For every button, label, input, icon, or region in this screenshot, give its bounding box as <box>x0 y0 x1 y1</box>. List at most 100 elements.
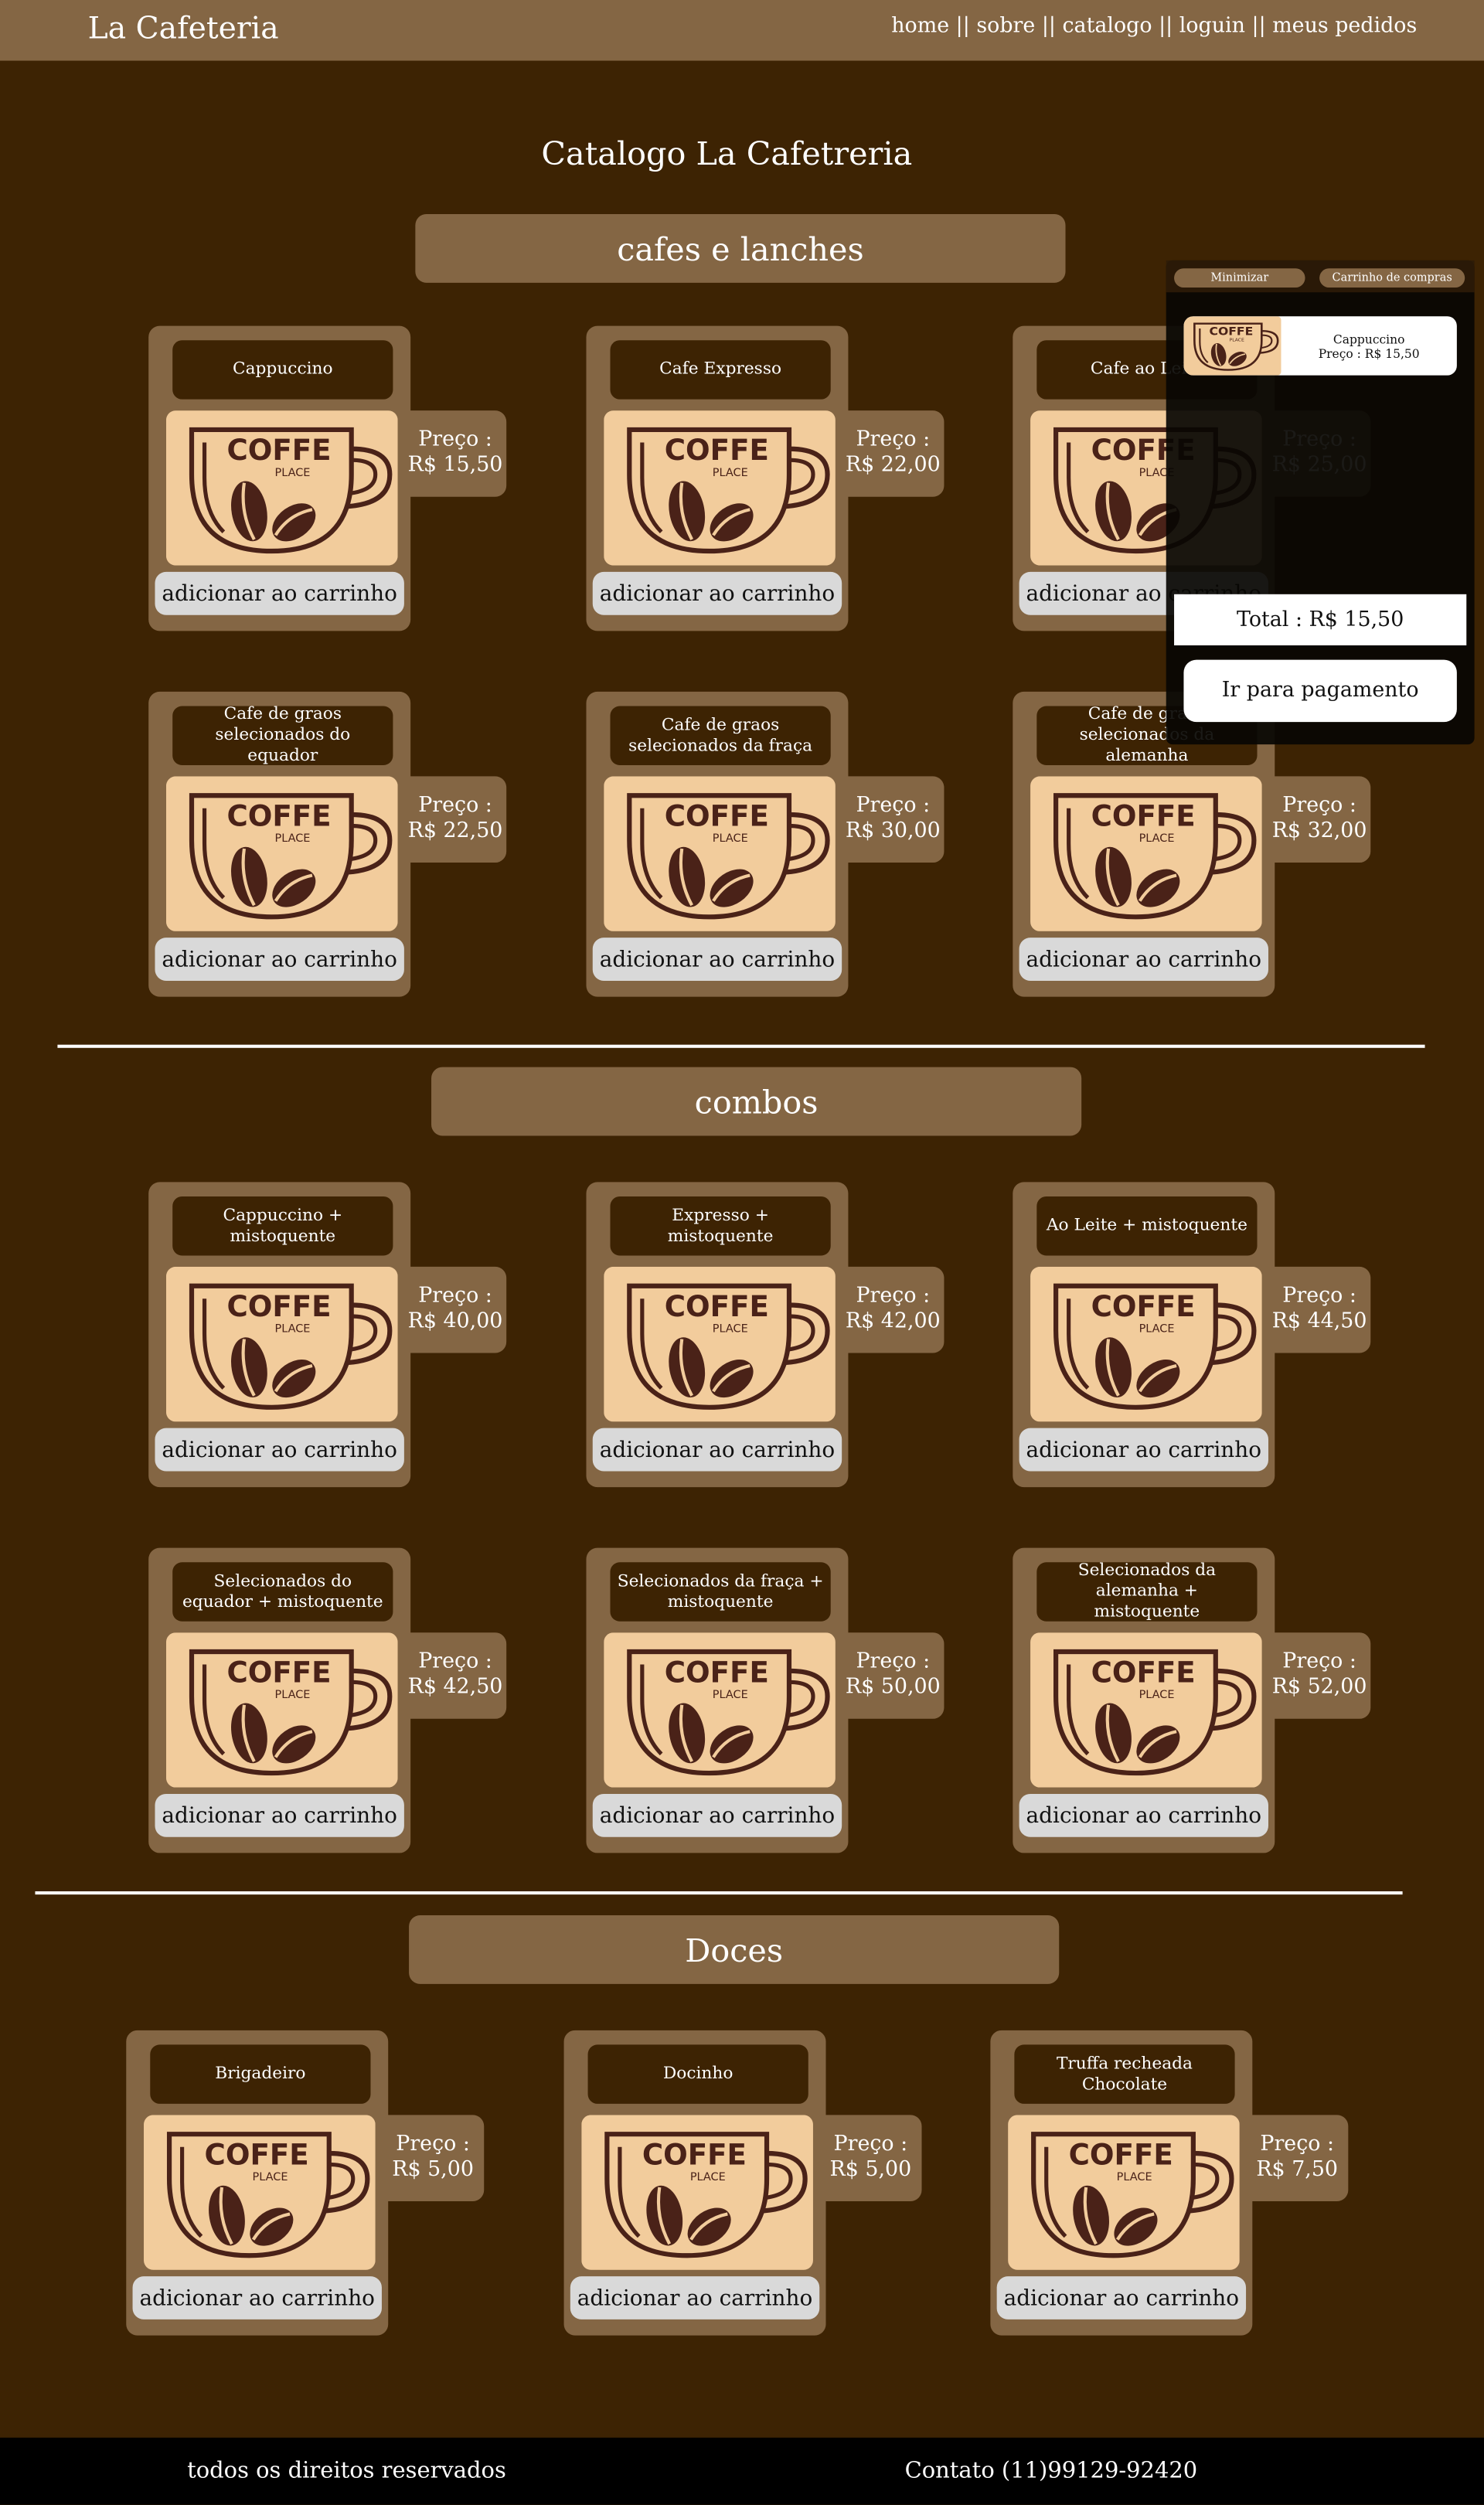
price-box: Preço : R$ 42,50 <box>403 1632 507 1719</box>
nav-link[interactable]: meus pedidos <box>1272 14 1418 39</box>
logo-image: COFFE PLACE <box>604 410 836 566</box>
cart-item-text: Cappuccino Preço : R$ 15,50 <box>1281 316 1457 375</box>
nav-link[interactable]: sobre <box>976 14 1036 39</box>
product-name: Selecionados do equador + mistoquente <box>172 1562 393 1622</box>
add-to-cart-button[interactable]: adicionar ao carrinho <box>1019 938 1268 981</box>
price-box: Preço : R$ 30,00 <box>842 776 945 863</box>
header: La Cafeteria home || sobre || catalogo ||… <box>0 0 1484 61</box>
logo-word: COFFE <box>205 2137 309 2171</box>
price-box: Preço : R$ 50,00 <box>842 1632 945 1719</box>
price: R$ 7,50 <box>1256 2158 1339 2183</box>
coffee-logo: COFFE PLACE <box>1030 776 1262 931</box>
nav-separator: || <box>1041 14 1056 39</box>
logo-word: COFFE <box>665 433 769 467</box>
section-header: combos <box>431 1067 1082 1136</box>
page-title: Catalogo La Cafetreria <box>541 134 913 173</box>
nav-link[interactable]: home <box>891 14 950 39</box>
price-label: Preço : <box>856 794 931 819</box>
checkout-button[interactable]: Ir para pagamento <box>1183 659 1457 723</box>
price: R$ 42,50 <box>407 1676 503 1700</box>
logo-sub: PLACE <box>274 467 310 479</box>
price: R$ 42,00 <box>845 1309 941 1334</box>
logo-sub: PLACE <box>690 2171 726 2183</box>
add-to-cart-button[interactable]: adicionar ao carrinho <box>1019 1428 1268 1472</box>
price-label: Preço : <box>418 1284 492 1309</box>
add-to-cart-button[interactable]: adicionar ao carrinho <box>592 571 842 615</box>
coffee-logo: COFFE PLACE <box>1183 316 1281 376</box>
product-name: Cafe de graos selecionados do equador <box>172 704 393 765</box>
price-box: Preço : R$ 42,00 <box>842 1266 945 1353</box>
add-to-cart-button[interactable]: adicionar ao carrinho <box>155 1428 404 1472</box>
add-to-cart-button[interactable]: adicionar ao carrinho <box>996 2276 1247 2320</box>
add-to-cart-button[interactable]: adicionar ao carrinho <box>592 1793 842 1837</box>
price-box: Preço : R$ 5,00 <box>381 2115 485 2201</box>
logo-word: COFFE <box>226 433 331 467</box>
logo-image: COFFE PLACE <box>1030 1266 1262 1422</box>
add-to-cart-button[interactable]: adicionar ao carrinho <box>155 571 404 615</box>
brand: La Cafeteria <box>87 11 279 46</box>
logo-image: COFFE PLACE <box>581 2115 813 2270</box>
logo-word: COFFE <box>665 1289 769 1323</box>
coffee-logo: COFFE PLACE <box>1030 1632 1262 1788</box>
logo-image: COFFE PLACE <box>1030 1632 1262 1788</box>
logo-sub: PLACE <box>713 1323 748 1336</box>
cart-item: COFFE PLACE Cappuccino Preço : R$ 15,50 <box>1183 316 1457 376</box>
product-name: Selecionados da alemanha + mistoquente <box>1036 1561 1258 1622</box>
logo-image: COFFE PLACE <box>1183 316 1281 376</box>
logo-sub: PLACE <box>1117 2171 1152 2183</box>
cart-title-button[interactable]: Carrinho de compras <box>1319 268 1465 288</box>
price-label: Preço : <box>856 1284 931 1309</box>
price: R$ 5,00 <box>829 2158 912 2183</box>
section-divider <box>57 1044 1425 1048</box>
logo-word: COFFE <box>1091 1289 1196 1323</box>
add-to-cart-button[interactable]: adicionar ao carrinho <box>132 2276 382 2320</box>
nav-separator: || <box>1159 14 1173 39</box>
product-card: Docinho COFFE PLACE Preço : R$ 5,00 adicio… <box>563 2030 922 2336</box>
cart-item-price: Preço : R$ 15,50 <box>1318 345 1420 361</box>
price: R$ 22,00 <box>845 453 941 478</box>
logo-image: COFFE PLACE <box>165 776 398 931</box>
price-box: Preço : R$ 22,00 <box>842 410 945 497</box>
logo-image: COFFE PLACE <box>604 1632 836 1788</box>
logo-sub: PLACE <box>253 2171 288 2183</box>
price-label: Preço : <box>856 1649 931 1674</box>
price-label: Preço : <box>1282 1284 1356 1309</box>
product-card: Cafe de graos selecionados do equador CO… <box>148 691 507 997</box>
minimize-button[interactable]: Minimizar <box>1174 268 1305 288</box>
cart-item-name: Cappuccino <box>1333 331 1405 346</box>
footer-contact: Contato (11)99129-92420 <box>904 2458 1198 2484</box>
nav-separator: || <box>955 14 970 39</box>
price-box: Preço : R$ 5,00 <box>819 2115 922 2201</box>
add-to-cart-button[interactable]: adicionar ao carrinho <box>570 2276 820 2320</box>
product-name: Cappuccino <box>172 340 393 400</box>
footer: todos os direitos reservados Contato (11)… <box>0 2437 1484 2505</box>
coffee-logo: COFFE PLACE <box>604 410 836 566</box>
add-to-cart-button[interactable]: adicionar ao carrinho <box>592 938 842 981</box>
add-to-cart-button[interactable]: adicionar ao carrinho <box>1019 1793 1268 1837</box>
logo-word: COFFE <box>1091 1655 1196 1689</box>
product-name: Truffa recheada Chocolate <box>1014 2044 1235 2104</box>
logo-image: COFFE PLACE <box>1008 2115 1240 2270</box>
logo-image: COFFE PLACE <box>144 2115 376 2270</box>
add-to-cart-button[interactable]: adicionar ao carrinho <box>155 938 404 981</box>
add-to-cart-button[interactable]: adicionar ao carrinho <box>592 1428 842 1472</box>
product-card: Cappuccino COFFE PLACE Preço : R$ 15,50 ad… <box>148 325 507 631</box>
nav-link[interactable]: catalogo <box>1062 14 1152 39</box>
coffee-logo: COFFE PLACE <box>604 1632 836 1788</box>
section-header: cafes e lanches <box>415 213 1066 283</box>
logo-sub: PLACE <box>713 467 748 479</box>
logo-sub: PLACE <box>1139 467 1175 479</box>
nav-link[interactable]: loguin <box>1179 14 1245 39</box>
coffee-logo: COFFE PLACE <box>165 1632 398 1788</box>
logo-image: COFFE PLACE <box>165 1632 398 1788</box>
product-name: Cafe de graos selecionados da fraça <box>610 706 831 765</box>
logo-sub: PLACE <box>713 1689 748 1701</box>
nav: home || sobre || catalogo || loguin || m… <box>891 15 1417 39</box>
add-to-cart-button[interactable]: adicionar ao carrinho <box>155 1793 404 1837</box>
logo-sub: PLACE <box>1139 1689 1175 1701</box>
product-card: Selecionados da fraça + mistoquente COFF… <box>586 1547 945 1853</box>
price: R$ 5,00 <box>392 2158 474 2183</box>
product-card: Expresso + mistoquente COFFE PLACE Preço… <box>586 1182 945 1488</box>
logo-sub: PLACE <box>1230 339 1245 343</box>
price-label: Preço : <box>418 1649 492 1674</box>
